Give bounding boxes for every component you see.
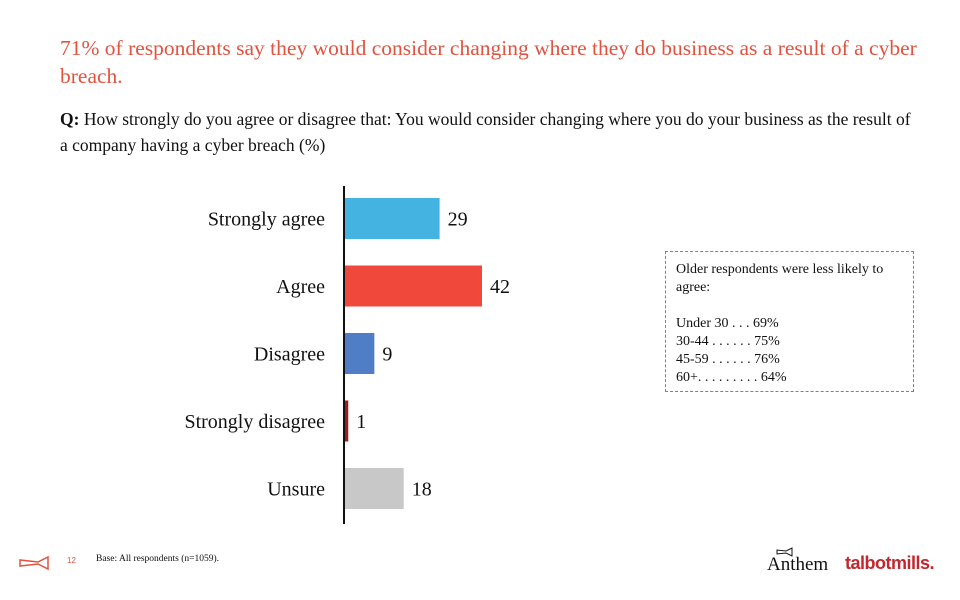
- note-line: 60+. . . . . . . . . 64%: [676, 370, 787, 385]
- note-line: 30-44 . . . . . . 75%: [676, 334, 780, 349]
- bar-disagree: [345, 333, 375, 374]
- bar-strongly-agree: [345, 198, 440, 239]
- bar-agree: [345, 265, 482, 307]
- category-label: Strongly agree: [208, 209, 325, 231]
- horn-icon: [19, 555, 49, 571]
- note-spacer: [676, 297, 903, 315]
- category-label: Strongly disagree: [184, 411, 325, 433]
- anthem-horn-icon: [776, 547, 793, 557]
- note-line: Under 30 . . . 69%: [676, 316, 779, 331]
- value-label: 18: [412, 479, 432, 501]
- question-body: How strongly do you agree or disagree th…: [60, 109, 911, 155]
- value-label: 29: [448, 209, 468, 231]
- value-label: 9: [382, 344, 392, 366]
- base-note: Base: All respondents (n=1059).: [96, 554, 220, 564]
- note-line: 45-59 . . . . . . 76%: [676, 352, 780, 367]
- bars-layer: Strongly agree 29 Agree 42 Disagree 9 Strongly…: [184, 198, 510, 509]
- age-note-box: Older respondents were less likely to ag…: [665, 251, 914, 392]
- bar-unsure: [345, 468, 404, 509]
- anthem-logo: Anthem: [767, 554, 829, 575]
- value-label: 1: [356, 411, 366, 433]
- question-text: Q: How strongly do you agree or disagree…: [60, 106, 920, 158]
- bar-strongly-disagree: [345, 400, 349, 442]
- headline: 71% of respondents say they would consid…: [60, 36, 917, 88]
- category-label: Disagree: [254, 344, 325, 366]
- category-label: Unsure: [267, 479, 325, 501]
- page-number: 12: [67, 556, 76, 565]
- note-intro: Older respondents were less likely to ag…: [676, 262, 884, 295]
- category-label: Agree: [276, 276, 325, 298]
- question-prefix: Q:: [60, 109, 80, 129]
- talbotmills-logo: talbotmills.: [845, 553, 935, 573]
- value-label: 42: [490, 276, 510, 298]
